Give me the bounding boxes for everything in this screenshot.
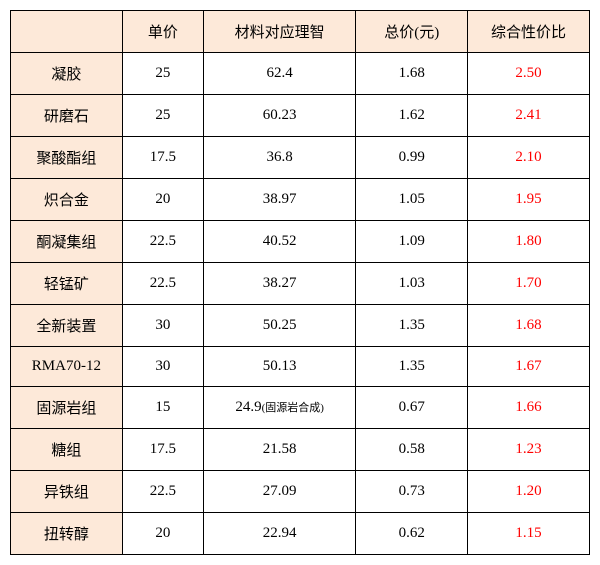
material-cell: 36.8 bbox=[203, 137, 355, 179]
row-label: 凝胶 bbox=[11, 53, 123, 95]
price-cell: 15 bbox=[122, 387, 203, 429]
table-row: 糖组17.521.580.581.23 bbox=[11, 429, 590, 471]
material-cell: 50.13 bbox=[203, 347, 355, 387]
price-cell: 20 bbox=[122, 513, 203, 555]
header-cell bbox=[11, 11, 123, 53]
total-cell: 1.62 bbox=[356, 95, 468, 137]
table-row: 扭转醇2022.940.621.15 bbox=[11, 513, 590, 555]
material-cell: 40.52 bbox=[203, 221, 355, 263]
ratio-cell: 1.95 bbox=[468, 179, 590, 221]
table-header: 单价材料对应理智总价(元)综合性价比 bbox=[11, 11, 590, 53]
row-label: 固源岩组 bbox=[11, 387, 123, 429]
ratio-cell: 1.15 bbox=[468, 513, 590, 555]
material-cell: 24.9(固源岩合成) bbox=[203, 387, 355, 429]
price-cell: 17.5 bbox=[122, 429, 203, 471]
table-row: RMA70-123050.131.351.67 bbox=[11, 347, 590, 387]
price-cell: 30 bbox=[122, 305, 203, 347]
header-cell: 总价(元) bbox=[356, 11, 468, 53]
material-cell: 38.97 bbox=[203, 179, 355, 221]
row-label: 全新装置 bbox=[11, 305, 123, 347]
row-label: 扭转醇 bbox=[11, 513, 123, 555]
table-row: 固源岩组1524.9(固源岩合成)0.671.66 bbox=[11, 387, 590, 429]
total-cell: 1.05 bbox=[356, 179, 468, 221]
ratio-cell: 2.10 bbox=[468, 137, 590, 179]
header-row: 单价材料对应理智总价(元)综合性价比 bbox=[11, 11, 590, 53]
ratio-cell: 1.68 bbox=[468, 305, 590, 347]
table-row: 凝胶2562.41.682.50 bbox=[11, 53, 590, 95]
material-cell: 62.4 bbox=[203, 53, 355, 95]
table-body: 凝胶2562.41.682.50研磨石2560.231.622.41聚酸酯组17… bbox=[11, 53, 590, 555]
row-label: RMA70-12 bbox=[11, 347, 123, 387]
row-label: 轻锰矿 bbox=[11, 263, 123, 305]
total-cell: 1.68 bbox=[356, 53, 468, 95]
row-label: 酮凝集组 bbox=[11, 221, 123, 263]
price-cell: 20 bbox=[122, 179, 203, 221]
price-cell: 22.5 bbox=[122, 263, 203, 305]
table-row: 酮凝集组22.540.521.091.80 bbox=[11, 221, 590, 263]
row-label: 异铁组 bbox=[11, 471, 123, 513]
ratio-cell: 1.67 bbox=[468, 347, 590, 387]
row-label: 聚酸酯组 bbox=[11, 137, 123, 179]
price-cell: 25 bbox=[122, 53, 203, 95]
table-row: 炽合金2038.971.051.95 bbox=[11, 179, 590, 221]
header-cell: 综合性价比 bbox=[468, 11, 590, 53]
ratio-cell: 1.66 bbox=[468, 387, 590, 429]
material-cell: 27.09 bbox=[203, 471, 355, 513]
total-cell: 0.67 bbox=[356, 387, 468, 429]
price-cell: 30 bbox=[122, 347, 203, 387]
total-cell: 0.73 bbox=[356, 471, 468, 513]
ratio-cell: 2.41 bbox=[468, 95, 590, 137]
ratio-cell: 2.50 bbox=[468, 53, 590, 95]
material-cell: 22.94 bbox=[203, 513, 355, 555]
total-cell: 0.58 bbox=[356, 429, 468, 471]
ratio-cell: 1.23 bbox=[468, 429, 590, 471]
price-cell: 17.5 bbox=[122, 137, 203, 179]
total-cell: 1.35 bbox=[356, 347, 468, 387]
materials-table: 单价材料对应理智总价(元)综合性价比 凝胶2562.41.682.50研磨石25… bbox=[10, 10, 590, 555]
price-cell: 25 bbox=[122, 95, 203, 137]
row-label: 炽合金 bbox=[11, 179, 123, 221]
total-cell: 1.03 bbox=[356, 263, 468, 305]
header-cell: 材料对应理智 bbox=[203, 11, 355, 53]
row-label: 糖组 bbox=[11, 429, 123, 471]
price-cell: 22.5 bbox=[122, 221, 203, 263]
row-label: 研磨石 bbox=[11, 95, 123, 137]
table-row: 聚酸酯组17.536.80.992.10 bbox=[11, 137, 590, 179]
material-cell: 38.27 bbox=[203, 263, 355, 305]
table-row: 全新装置3050.251.351.68 bbox=[11, 305, 590, 347]
total-cell: 0.62 bbox=[356, 513, 468, 555]
header-cell: 单价 bbox=[122, 11, 203, 53]
ratio-cell: 1.20 bbox=[468, 471, 590, 513]
material-cell: 50.25 bbox=[203, 305, 355, 347]
table-row: 研磨石2560.231.622.41 bbox=[11, 95, 590, 137]
total-cell: 1.35 bbox=[356, 305, 468, 347]
table-row: 异铁组22.527.090.731.20 bbox=[11, 471, 590, 513]
table-row: 轻锰矿22.538.271.031.70 bbox=[11, 263, 590, 305]
ratio-cell: 1.80 bbox=[468, 221, 590, 263]
total-cell: 0.99 bbox=[356, 137, 468, 179]
ratio-cell: 1.70 bbox=[468, 263, 590, 305]
total-cell: 1.09 bbox=[356, 221, 468, 263]
price-cell: 22.5 bbox=[122, 471, 203, 513]
material-cell: 60.23 bbox=[203, 95, 355, 137]
material-cell: 21.58 bbox=[203, 429, 355, 471]
